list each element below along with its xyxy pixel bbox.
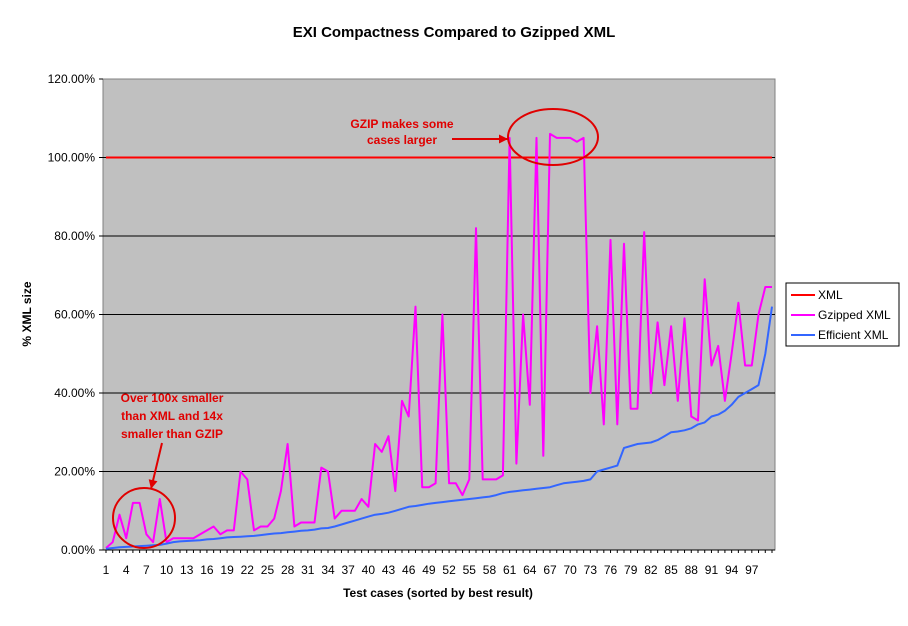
x-tick-label: 73: [584, 563, 598, 577]
x-tick-label: 82: [644, 563, 658, 577]
x-tick-label: 49: [422, 563, 436, 577]
legend: XML Gzipped XML Efficient XML: [786, 283, 899, 346]
x-tick-label: 70: [564, 563, 578, 577]
x-tick-label: 34: [321, 563, 335, 577]
x-tick-label: 76: [604, 563, 618, 577]
annotation-gzip-text: cases larger: [367, 133, 437, 147]
x-tick-label: 52: [442, 563, 456, 577]
x-tick-label: 88: [685, 563, 699, 577]
x-tick-label: 43: [382, 563, 396, 577]
annotation-100x-text: Over 100x smaller: [121, 391, 224, 405]
y-axis-label: % XML size: [20, 281, 34, 346]
annotation-100x-text: than XML and 14x: [121, 409, 223, 423]
x-tick-label: 13: [180, 563, 194, 577]
x-tick-label: 55: [463, 563, 477, 577]
exi-compactness-chart: EXI Compactness Compared to Gzipped XML …: [0, 0, 908, 621]
legend-label-xml: XML: [818, 288, 843, 302]
x-tick-label: 10: [160, 563, 174, 577]
y-tick-label: 20.00%: [54, 465, 95, 479]
y-tick-label: 100.00%: [48, 151, 96, 165]
x-tick-label: 85: [664, 563, 678, 577]
x-tick-label: 19: [220, 563, 234, 577]
legend-label-efficient-xml: Efficient XML: [818, 328, 889, 342]
annotation-100x-text: smaller than GZIP: [121, 427, 223, 441]
x-tick-label: 16: [200, 563, 214, 577]
annotation-gzip-text: GZIP makes some: [350, 117, 453, 131]
x-axis-ticks: 1 4 7 10 13 16 19 22 25 28 31 34 37 40 43 46 49 52 55 58 61 6…: [103, 550, 775, 577]
x-axis-label: Test cases (sorted by best result): [343, 586, 533, 600]
x-tick-label: 97: [745, 563, 759, 577]
x-tick-label: 94: [725, 563, 739, 577]
x-tick-label: 46: [402, 563, 416, 577]
chart-title: EXI Compactness Compared to Gzipped XML: [293, 24, 616, 41]
y-tick-label: 40.00%: [54, 386, 95, 400]
x-tick-label: 4: [123, 563, 130, 577]
x-tick-label: 58: [483, 563, 497, 577]
x-tick-label: 91: [705, 563, 719, 577]
x-tick-label: 79: [624, 563, 638, 577]
y-tick-label: 80.00%: [54, 229, 95, 243]
x-tick-label: 7: [143, 563, 150, 577]
x-tick-label: 61: [503, 563, 517, 577]
x-tick-label: 1: [103, 563, 110, 577]
x-tick-label: 37: [342, 563, 356, 577]
x-tick-label: 22: [241, 563, 255, 577]
x-tick-label: 25: [261, 563, 275, 577]
y-tick-label: 0.00%: [61, 543, 95, 557]
x-tick-label: 64: [523, 563, 537, 577]
legend-label-gzipped-xml: Gzipped XML: [818, 308, 891, 322]
y-tick-label: 120.00%: [48, 72, 96, 86]
y-tick-label: 60.00%: [54, 308, 95, 322]
x-tick-label: 28: [281, 563, 295, 577]
x-tick-label: 40: [362, 563, 376, 577]
chart-container: EXI Compactness Compared to Gzipped XML …: [0, 0, 908, 621]
y-axis-ticks: 0.00% 20.00% 40.00% 60.00% 80.00% 100.00% 120.…: [48, 72, 103, 557]
x-tick-label: 67: [543, 563, 557, 577]
x-tick-label: 31: [301, 563, 315, 577]
